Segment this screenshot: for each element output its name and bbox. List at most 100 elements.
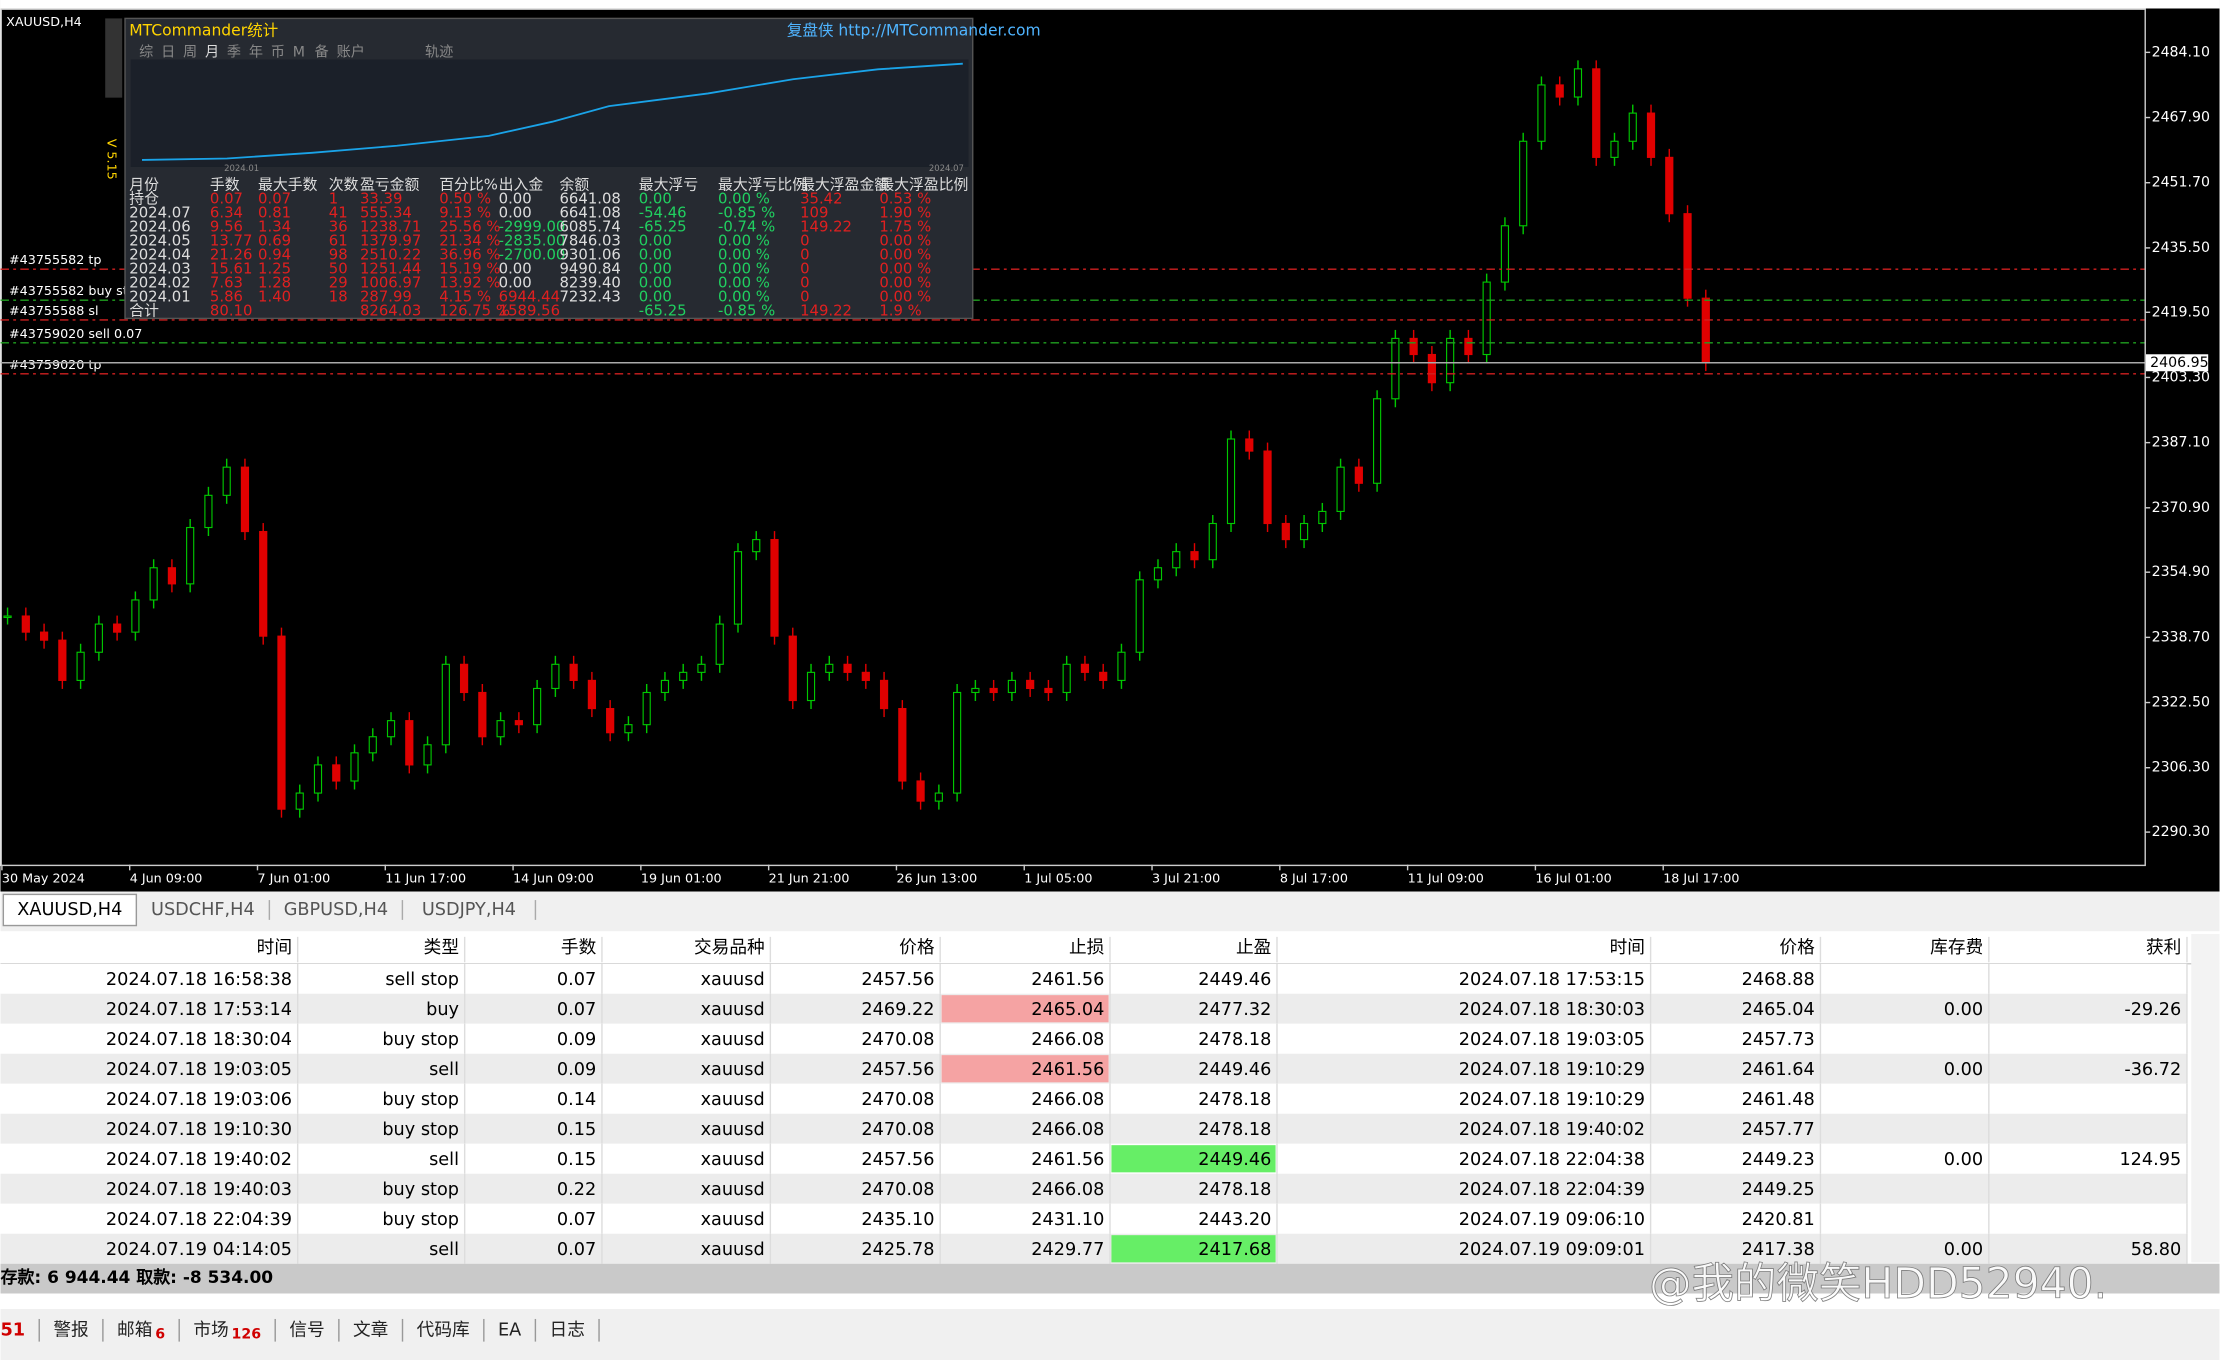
bottom-tab[interactable]: 文章 — [353, 1319, 388, 1340]
table-row-bg[interactable] — [0, 1083, 2187, 1114]
x-tick-label: 8 Jul 17:00 — [1280, 871, 1348, 886]
bottom-tab[interactable]: EA — [498, 1320, 521, 1340]
candle-body — [222, 466, 231, 496]
panel-tab[interactable]: M — [293, 44, 305, 60]
watermark: @我的微笑HDD52940. — [1649, 1260, 2107, 1309]
table-cell: xauusd — [701, 1000, 765, 1020]
bottom-tab[interactable]: 51 — [0, 1320, 25, 1340]
table-row-bg[interactable] — [0, 963, 2187, 994]
table-cell: 0.00 — [1944, 1000, 1983, 1020]
panel-cell: 1238.71 — [360, 218, 421, 236]
panel-cell: 9.13 % — [439, 204, 491, 222]
panel-tab[interactable]: 账户 — [337, 43, 365, 60]
panel-cell: 1.34 — [258, 218, 291, 236]
column-header[interactable]: 类型 — [424, 937, 459, 958]
column-header[interactable]: 时间 — [257, 937, 292, 958]
panel-tab[interactable]: 周 — [183, 44, 197, 60]
table-cell: 2024.07.18 18:30:03 — [1459, 1000, 1645, 1020]
status-text: 存款: 6 944.44 取款: -8 534.00 — [0, 1267, 273, 1288]
candle-body — [1592, 68, 1601, 158]
panel-cell: 6.34 — [210, 204, 243, 222]
panel-cell: 36 — [329, 218, 348, 236]
panel-tab[interactable]: 月 — [205, 44, 219, 60]
price-axis: 2484.10 2467.90 2451.70 2435.50 2419.50 2403.… — [1, 44, 2210, 886]
table-cell: 2466.08 — [1031, 1120, 1104, 1140]
panel-cell: 0.00 % — [718, 260, 770, 278]
column-header[interactable]: 库存费 — [1930, 937, 1983, 958]
panel-side-icons — [105, 18, 123, 98]
y-tick-label: 2354.90 — [2152, 564, 2210, 580]
table-row-bg[interactable] — [0, 1233, 2187, 1264]
panel-cell: 0 — [800, 232, 809, 250]
table-row-bg[interactable] — [0, 1143, 2187, 1174]
bottom-tab[interactable]: 市场 — [193, 1319, 228, 1340]
panel-cell: 0.00 % — [879, 274, 931, 292]
panel-cell: 0.00 — [639, 260, 672, 278]
panel-tab[interactable]: 备 — [315, 43, 329, 60]
candle-body — [551, 663, 560, 690]
candle-body — [1373, 398, 1382, 484]
panel-cell: 0.00 % — [718, 246, 770, 264]
column-header[interactable]: 价格 — [1779, 937, 1815, 958]
plot-frame — [0, 8, 2146, 867]
column-header[interactable]: 手数 — [561, 937, 597, 958]
table-cell: -29.26 — [2124, 1000, 2181, 1020]
table-cell: xauusd — [701, 1180, 765, 1200]
panel-link[interactable]: 复盘侠 http://MTCommander.com — [787, 21, 1041, 40]
bottom-tab[interactable]: 警报 — [53, 1319, 89, 1340]
candle-body — [1354, 466, 1363, 484]
panel-tab[interactable]: 日 — [161, 44, 175, 60]
column-header[interactable]: 止盈 — [1236, 937, 1271, 958]
chart-tab[interactable]: XAUUSD,H4 — [17, 900, 122, 920]
panel-cell: 0.00 — [499, 274, 532, 292]
panel-cell: 9301.06 — [559, 246, 620, 264]
column-header[interactable]: 时间 — [1610, 937, 1645, 958]
bottom-tab[interactable]: 信号 — [289, 1319, 324, 1340]
column-header[interactable]: 止损 — [1069, 937, 1105, 958]
table-cell: 2024.07.18 19:40:03 — [106, 1180, 292, 1200]
table-cell: 2461.56 — [1031, 970, 1104, 990]
y-tick-label: 2451.70 — [2152, 175, 2210, 191]
table-row-bg[interactable] — [0, 1173, 2187, 1204]
table-row-bg[interactable] — [0, 1113, 2187, 1144]
candle-body — [1281, 522, 1290, 541]
candle-body — [1026, 679, 1035, 690]
table-cell: 2024.07.18 22:04:38 — [1459, 1150, 1645, 1170]
chart-tab[interactable]: GBPUSD,H4 — [284, 900, 388, 920]
panel-tab[interactable]: 年 — [249, 44, 263, 60]
bottom-tab[interactable]: 日志 — [550, 1319, 585, 1340]
table-cell: 2466.08 — [1031, 1030, 1104, 1050]
panel-tab[interactable]: 综 — [139, 44, 153, 60]
bottom-tab[interactable]: 邮箱 — [117, 1319, 152, 1340]
bottom-tab[interactable]: 代码库 — [417, 1319, 470, 1340]
column-header[interactable]: 价格 — [899, 937, 935, 958]
column-header[interactable]: 交易品种 — [694, 937, 765, 958]
panel-tab[interactable]: 轨迹 — [425, 44, 453, 60]
candle-body — [1482, 281, 1491, 356]
panel-title: MTCommander统计 — [129, 22, 278, 40]
chart-tab[interactable]: USDJPY,H4 — [422, 900, 516, 920]
panel-cell: 合计 — [129, 302, 159, 320]
column-header[interactable]: 获利 — [2146, 937, 2181, 958]
table-cell: 2466.08 — [1031, 1090, 1104, 1110]
panel-tab[interactable]: 币 — [271, 44, 285, 60]
table-row-bg[interactable] — [0, 1203, 2187, 1234]
table-row-bg[interactable] — [0, 1023, 2187, 1054]
table-cell: 2457.56 — [861, 1150, 934, 1170]
candle-body — [39, 631, 49, 641]
mini-date: 2024.01 — [224, 164, 259, 174]
table-cell: 2024.07.18 19:03:06 — [106, 1090, 292, 1110]
panel-cell: 0.07 — [210, 190, 243, 208]
equity-curve — [141, 62, 963, 161]
y-tick-label: 2322.50 — [2152, 695, 2210, 711]
x-tick-label: 30 May 2024 — [2, 871, 85, 886]
candle-body — [989, 687, 998, 694]
table-cell: xauusd — [701, 1120, 765, 1140]
chart-tab[interactable]: USDCHF,H4 — [151, 900, 255, 920]
y-tick-label: 2435.50 — [2152, 240, 2210, 256]
candle-body — [1263, 450, 1272, 525]
panel-tab[interactable]: 季 — [227, 44, 241, 60]
panel-cell: 0.00 — [639, 288, 672, 306]
x-tick-label: 19 Jun 01:00 — [641, 871, 722, 886]
